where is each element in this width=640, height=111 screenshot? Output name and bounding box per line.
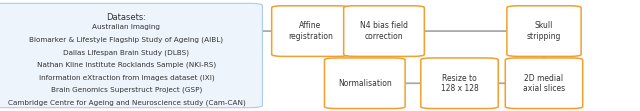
Text: Cambridge Centre for Ageing and Neuroscience study (Cam-CAN): Cambridge Centre for Ageing and Neurosci… [8, 99, 245, 106]
FancyBboxPatch shape [0, 3, 262, 108]
Text: Information eXtraction from Images dataset (IXI): Information eXtraction from Images datas… [38, 74, 214, 81]
Text: Nathan Kline Institute Rocklands Sample (NKI-RS): Nathan Kline Institute Rocklands Sample … [37, 62, 216, 68]
FancyBboxPatch shape [272, 6, 349, 56]
Text: Biomarker & Lifestyle Flagship Study of Ageing (AIBL): Biomarker & Lifestyle Flagship Study of … [29, 37, 223, 43]
Text: N4 bias field
correction: N4 bias field correction [360, 21, 408, 41]
FancyBboxPatch shape [507, 6, 581, 56]
FancyBboxPatch shape [344, 6, 424, 56]
Text: Datasets:: Datasets: [106, 13, 147, 22]
FancyBboxPatch shape [324, 58, 405, 109]
Text: Resize to
128 x 128: Resize to 128 x 128 [441, 74, 478, 93]
Text: 2D medial
axial slices: 2D medial axial slices [523, 74, 565, 93]
Text: Normalisation: Normalisation [338, 79, 392, 88]
Text: Skull
stripping: Skull stripping [527, 21, 561, 41]
Text: Dallas Lifespan Brain Study (DLBS): Dallas Lifespan Brain Study (DLBS) [63, 49, 189, 56]
FancyBboxPatch shape [506, 58, 583, 109]
Text: Australian Imaging: Australian Imaging [92, 24, 161, 30]
Text: Brain Genomics Superstruct Project (GSP): Brain Genomics Superstruct Project (GSP) [51, 87, 202, 93]
Text: Affine
registration: Affine registration [288, 21, 333, 41]
FancyBboxPatch shape [421, 58, 499, 109]
